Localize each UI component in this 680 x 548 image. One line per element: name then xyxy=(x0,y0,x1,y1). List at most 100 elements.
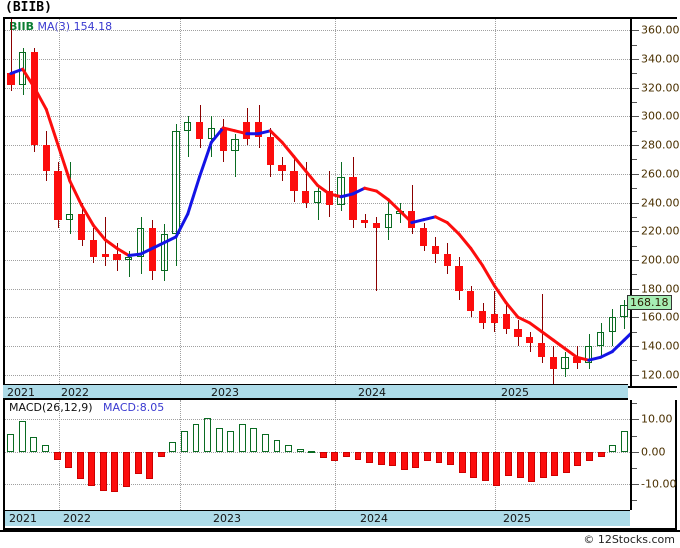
price-plot-area[interactable]: BIIB MA(3) 154.18 xyxy=(5,19,630,386)
macd-histogram-bar[interactable] xyxy=(481,451,489,481)
candle-body[interactable] xyxy=(42,145,50,171)
macd-histogram-bar[interactable] xyxy=(470,451,478,478)
candle-body[interactable] xyxy=(443,254,451,266)
candle-body[interactable] xyxy=(372,222,381,229)
macd-histogram-bar[interactable] xyxy=(30,437,38,452)
macd-histogram-bar[interactable] xyxy=(250,427,258,452)
candle-body[interactable] xyxy=(467,291,475,312)
macd-histogram-bar[interactable] xyxy=(42,445,49,452)
macd-histogram-bar[interactable] xyxy=(227,430,235,452)
macd-histogram-bar[interactable] xyxy=(157,451,165,457)
candle-body[interactable] xyxy=(54,170,62,220)
macd-histogram-bar[interactable] xyxy=(447,451,455,465)
candle-body[interactable] xyxy=(419,228,428,246)
macd-histogram-bar[interactable] xyxy=(123,451,130,488)
candle-body[interactable] xyxy=(113,254,121,260)
macd-histogram-bar[interactable] xyxy=(319,451,327,458)
macd-histogram-bar[interactable] xyxy=(562,451,570,473)
macd-histogram-bar[interactable] xyxy=(146,451,154,480)
macd-histogram-bar[interactable] xyxy=(7,433,15,452)
macd-histogram-bar[interactable] xyxy=(620,430,628,452)
macd-histogram-bar[interactable] xyxy=(215,427,223,452)
macd-histogram-bar[interactable] xyxy=(609,445,617,452)
candle-body[interactable] xyxy=(77,213,86,240)
candle-body[interactable] xyxy=(89,239,98,257)
macd-plot-area[interactable]: MACD(26,12,9) MACD:8.05 xyxy=(5,400,630,510)
candle-body[interactable] xyxy=(184,122,192,131)
macd-histogram-bar[interactable] xyxy=(435,451,443,464)
macd-histogram-bar[interactable] xyxy=(528,451,536,483)
macd-histogram-bar[interactable] xyxy=(180,430,188,452)
candle-body[interactable] xyxy=(101,254,109,257)
candle-body[interactable] xyxy=(66,213,74,220)
macd-histogram-bar[interactable] xyxy=(586,451,593,462)
candle-body[interactable] xyxy=(290,170,298,192)
macd-histogram-bar[interactable] xyxy=(377,451,385,465)
candle-body[interactable] xyxy=(361,219,369,223)
macd-histogram-bar[interactable] xyxy=(493,451,501,486)
candle-body[interactable] xyxy=(620,305,628,318)
macd-histogram-bar[interactable] xyxy=(111,451,119,493)
macd-histogram-bar[interactable] xyxy=(99,451,107,491)
candle-body[interactable] xyxy=(596,331,605,346)
candle-body[interactable] xyxy=(431,245,440,255)
candle-body[interactable] xyxy=(549,357,557,369)
macd-histogram-bar[interactable] xyxy=(400,451,408,470)
candle-body[interactable] xyxy=(313,191,322,203)
candle-body[interactable] xyxy=(514,328,522,338)
macd-histogram-bar[interactable] xyxy=(342,451,350,457)
candle-body[interactable] xyxy=(561,357,569,369)
candle-body[interactable] xyxy=(30,51,39,146)
macd-histogram-bar[interactable] xyxy=(505,451,512,476)
macd-histogram-bar[interactable] xyxy=(53,451,61,460)
candle-body[interactable] xyxy=(254,122,263,137)
candle-body[interactable] xyxy=(337,176,345,206)
macd-histogram-bar[interactable] xyxy=(423,451,431,462)
candle-body[interactable] xyxy=(537,342,546,358)
macd-histogram-bar[interactable] xyxy=(412,451,420,468)
candle-body[interactable] xyxy=(384,213,392,229)
macd-histogram-bar[interactable] xyxy=(238,424,246,452)
candle-body[interactable] xyxy=(278,165,286,171)
candle-body[interactable] xyxy=(502,314,510,329)
candle-body[interactable] xyxy=(478,311,487,323)
macd-histogram-bar[interactable] xyxy=(389,451,397,467)
candle-body[interactable] xyxy=(526,337,534,343)
candle-body[interactable] xyxy=(195,122,204,140)
macd-histogram-bar[interactable] xyxy=(192,424,200,452)
macd-histogram-bar[interactable] xyxy=(296,448,304,452)
macd-histogram-bar[interactable] xyxy=(597,451,605,457)
macd-histogram-bar[interactable] xyxy=(273,440,281,452)
candle-body[interactable] xyxy=(125,256,133,260)
macd-histogram-bar[interactable] xyxy=(134,451,142,475)
candle-body[interactable] xyxy=(207,127,215,140)
candle-body[interactable] xyxy=(19,51,27,85)
macd-histogram-bar[interactable] xyxy=(76,451,84,480)
candle-body[interactable] xyxy=(266,136,274,166)
macd-histogram-bar[interactable] xyxy=(65,451,73,468)
macd-histogram-bar[interactable] xyxy=(551,451,559,476)
candle-body[interactable] xyxy=(231,139,239,151)
candle-body[interactable] xyxy=(490,314,499,323)
macd-histogram-bar[interactable] xyxy=(516,451,524,478)
macd-histogram-bar[interactable] xyxy=(285,445,293,452)
candle-body[interactable] xyxy=(136,228,145,257)
macd-histogram-bar[interactable] xyxy=(458,451,466,473)
macd-histogram-bar[interactable] xyxy=(331,451,339,461)
macd-histogram-bar[interactable] xyxy=(354,451,362,460)
candle-body[interactable] xyxy=(160,234,168,272)
macd-histogram-bar[interactable] xyxy=(539,451,547,478)
macd-histogram-bar[interactable] xyxy=(88,451,96,486)
macd-histogram-bar[interactable] xyxy=(204,417,211,452)
candle-body[interactable] xyxy=(172,130,180,235)
candle-body[interactable] xyxy=(349,176,357,220)
macd-histogram-bar[interactable] xyxy=(18,421,26,452)
candle-body[interactable] xyxy=(585,345,593,364)
macd-histogram-bar[interactable] xyxy=(366,451,374,464)
macd-histogram-bar[interactable] xyxy=(308,450,316,453)
macd-histogram-bar[interactable] xyxy=(574,451,582,467)
macd-histogram-bar[interactable] xyxy=(169,442,177,452)
candle-body[interactable] xyxy=(608,317,616,332)
macd-histogram-bar[interactable] xyxy=(261,433,269,452)
candle-body[interactable] xyxy=(302,191,310,203)
